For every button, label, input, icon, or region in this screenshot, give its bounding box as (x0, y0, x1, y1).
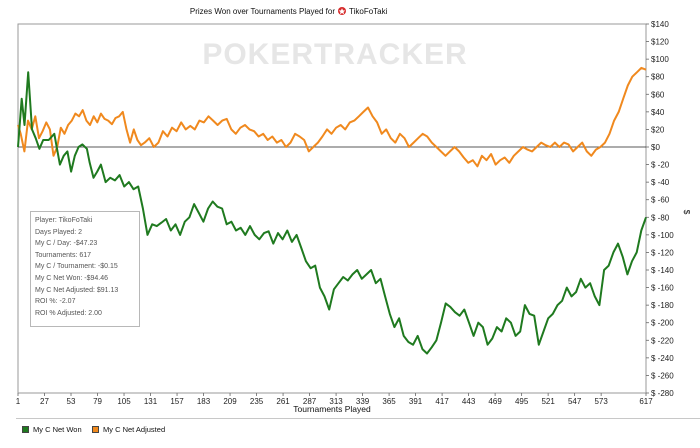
legend-label-net-adjusted: My C Net Adjusted (103, 425, 166, 434)
chart-title: Prizes Won over Tournaments Played for (190, 7, 335, 16)
y-tick-label: $ -180 (651, 301, 674, 310)
y-tick-label: $ -260 (651, 371, 674, 380)
x-tick-label: 365 (382, 397, 396, 406)
y-tick-label: $ -60 (651, 196, 670, 205)
x-tick-label: 313 (329, 397, 343, 406)
x-tick-label: 287 (303, 397, 317, 406)
stats-line: ROI %: -2.07 (35, 298, 76, 306)
y-tick-label: $ -20 (651, 161, 670, 170)
x-axis-title: Tournaments Played (293, 404, 371, 414)
legend-item-net-adjusted[interactable]: My C Net Adjusted (92, 425, 165, 434)
series-line-my-c-net-won (17, 71, 647, 355)
legend: My C Net Won My C Net Adjusted (16, 418, 700, 442)
pokerstars-logo-icon (338, 7, 346, 15)
x-tick-label: 261 (276, 397, 290, 406)
y-tick-label: $60 (651, 90, 665, 99)
stats-line: Tournaments: 617 (35, 251, 92, 259)
x-tick-label: 547 (568, 397, 582, 406)
legend-swatch-net-adjusted (92, 426, 99, 433)
x-axis-ticks: 1 27 53 79 105 131 157 183 209 235 261 287 313 339 365… (16, 393, 653, 406)
x-tick-label: 105 (117, 397, 131, 406)
x-tick-label: 131 (144, 397, 158, 406)
stats-line: My C Net Adjusted: $91.13 (35, 286, 119, 294)
plot-area (17, 23, 647, 394)
y-tick-label: $ -240 (651, 354, 674, 363)
y-tick-label: $ -80 (651, 213, 670, 222)
y-tick-label: $20 (651, 125, 665, 134)
stats-line: Days Played: 2 (35, 228, 83, 236)
player-stats-box: Player: TikoFoTaki Days Played: 2 My C / D… (30, 211, 140, 327)
y-axis-title: $ (682, 210, 692, 215)
stats-line: My C / Day: -$47.23 (35, 240, 98, 248)
y-tick-label: $140 (651, 20, 669, 29)
stats-line: Player: TikoFoTaki (35, 217, 93, 224)
x-tick-label: 1 (16, 397, 21, 406)
stats-line: ROI % Adjusted: 2.00 (35, 309, 102, 317)
y-tick-label: $0 (651, 143, 660, 152)
y-tick-label: $40 (651, 108, 665, 117)
chart-title-player: TikoFoTaki (349, 7, 388, 16)
y-tick-label: $ -40 (651, 178, 670, 187)
y-tick-label: $ -280 (651, 389, 674, 398)
x-tick-label: 617 (639, 397, 653, 406)
x-tick-label: 157 (170, 397, 184, 406)
y-tick-label: $ -200 (651, 319, 674, 328)
pokertracker-watermark: POKERTRACKER (202, 38, 467, 71)
x-tick-label: 79 (93, 397, 102, 406)
y-tick-label: $80 (651, 73, 665, 82)
legend-label-net-won: My C Net Won (33, 425, 82, 434)
x-tick-label: 417 (435, 397, 449, 406)
x-tick-label: 495 (515, 397, 529, 406)
y-axis-ticks: $140 $120 $100 $80 $60 $40 $20 $0 $ -20 $ -40 $ -6… (646, 20, 674, 398)
x-tick-label: 183 (197, 397, 211, 406)
series-line-my-c-net-adjusted (17, 66, 647, 168)
x-tick-label: 27 (40, 397, 49, 406)
stats-line: My C / Tournament: -$0.15 (35, 263, 118, 271)
y-tick-label: $ -100 (651, 231, 674, 240)
legend-item-net-won[interactable]: My C Net Won (22, 425, 82, 434)
series-layer (17, 66, 647, 355)
y-tick-label: $ -160 (651, 284, 674, 293)
x-tick-label: 443 (462, 397, 476, 406)
y-tick-label: $ -120 (651, 248, 674, 257)
y-tick-label: $ -220 (651, 336, 674, 345)
x-tick-label: 391 (409, 397, 423, 406)
x-tick-label: 469 (488, 397, 502, 406)
x-tick-label: 339 (356, 397, 370, 406)
y-tick-label: $100 (651, 55, 669, 64)
x-tick-label: 235 (250, 397, 264, 406)
stats-line: My C Net Won: -$94.46 (35, 274, 109, 282)
x-tick-label: 573 (594, 397, 608, 406)
x-tick-label: 521 (541, 397, 555, 406)
legend-swatch-net-won (22, 426, 29, 433)
y-tick-label: $120 (651, 38, 669, 47)
x-tick-label: 209 (223, 397, 237, 406)
x-tick-label: 53 (67, 397, 76, 406)
y-tick-label: $ -140 (651, 266, 674, 275)
